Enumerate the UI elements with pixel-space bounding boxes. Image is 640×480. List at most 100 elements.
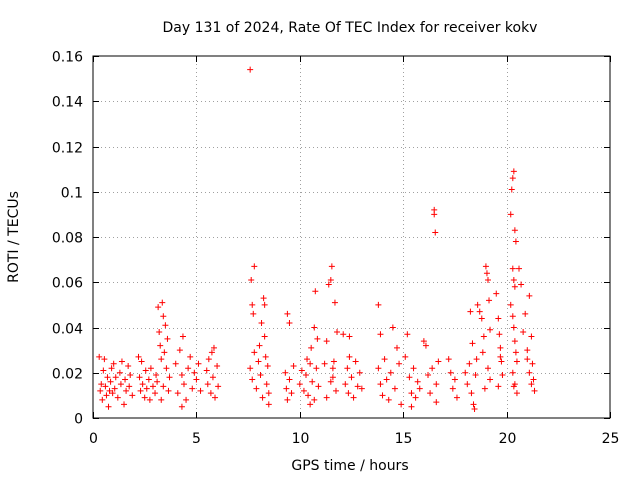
data-point (174, 390, 181, 397)
data-point (172, 360, 179, 367)
data-point (513, 390, 520, 397)
chart-title: Day 131 of 2024, Rate Of TEC Index for r… (163, 20, 538, 36)
data-point (307, 401, 314, 408)
data-point (451, 376, 458, 383)
data-point (209, 374, 216, 381)
data-point (379, 392, 386, 399)
data-point (260, 295, 267, 302)
data-point (433, 399, 440, 406)
data-point (328, 263, 335, 270)
data-point (143, 385, 150, 392)
data-point (431, 211, 438, 218)
data-point (480, 333, 487, 340)
data-point (375, 365, 382, 372)
data-point (208, 349, 215, 356)
data-point (507, 301, 514, 308)
data-point (344, 365, 351, 372)
data-point (356, 369, 363, 376)
data-point (425, 372, 432, 379)
data-point (381, 356, 388, 363)
data-point (404, 331, 411, 338)
data-point (286, 376, 293, 383)
data-point (497, 344, 504, 351)
data-point (325, 281, 332, 288)
data-point (385, 396, 392, 403)
data-point (165, 387, 172, 394)
data-point (164, 335, 171, 342)
data-point (261, 301, 268, 308)
data-point (125, 362, 132, 369)
data-point (482, 263, 489, 270)
data-point (493, 290, 500, 297)
data-point (507, 211, 514, 218)
data-point (520, 329, 527, 336)
axis-ticks (93, 56, 611, 419)
data-point (137, 387, 144, 394)
data-point (484, 276, 491, 283)
data-point (108, 365, 115, 372)
data-point (315, 383, 322, 390)
data-point (470, 401, 477, 408)
data-point (402, 353, 409, 360)
data-point (122, 376, 129, 383)
data-point (284, 310, 291, 317)
data-point (512, 238, 519, 245)
data-point (474, 301, 481, 308)
data-point (257, 372, 264, 379)
data-point (332, 387, 339, 394)
data-point (99, 396, 106, 403)
data-point (215, 383, 222, 390)
data-point (433, 381, 440, 388)
data-point (531, 387, 538, 394)
grid (93, 56, 610, 418)
data-point (427, 390, 434, 397)
data-point (508, 186, 515, 193)
data-point (481, 385, 488, 392)
data-point (195, 360, 202, 367)
data-point (258, 319, 265, 326)
data-point (513, 358, 520, 365)
data-point (105, 403, 112, 410)
data-point (312, 288, 319, 295)
data-point (462, 369, 469, 376)
data-point (511, 227, 518, 234)
y-tick-label: 0.14 (52, 95, 83, 111)
data-point (321, 360, 328, 367)
data-points (96, 66, 538, 412)
data-point (262, 353, 269, 360)
data-point (160, 313, 167, 320)
data-point (117, 381, 124, 388)
data-point (345, 390, 352, 397)
data-point (157, 342, 164, 349)
data-point (98, 381, 105, 388)
data-point (495, 383, 502, 390)
data-point (97, 387, 104, 394)
data-point (264, 362, 271, 369)
data-point (464, 381, 471, 388)
data-point (110, 360, 117, 367)
data-point (329, 374, 336, 381)
data-point (414, 378, 421, 385)
data-point (179, 333, 186, 340)
data-point (197, 387, 204, 394)
data-point (114, 394, 121, 401)
data-point (467, 308, 474, 315)
data-point (352, 358, 359, 365)
data-point (348, 374, 355, 381)
data-point (180, 381, 187, 388)
data-point (377, 331, 384, 338)
data-point (524, 356, 531, 363)
data-point (176, 347, 183, 354)
data-point (136, 374, 143, 381)
data-point (346, 333, 353, 340)
data-point (327, 276, 334, 283)
data-point (389, 324, 396, 331)
data-point (214, 362, 221, 369)
data-point (449, 385, 456, 392)
data-point (111, 385, 118, 392)
data-point (331, 299, 338, 306)
data-point (104, 374, 111, 381)
data-point (476, 308, 483, 315)
y-tick-label: 0.16 (52, 50, 83, 66)
x-tick-label: 25 (602, 431, 620, 447)
